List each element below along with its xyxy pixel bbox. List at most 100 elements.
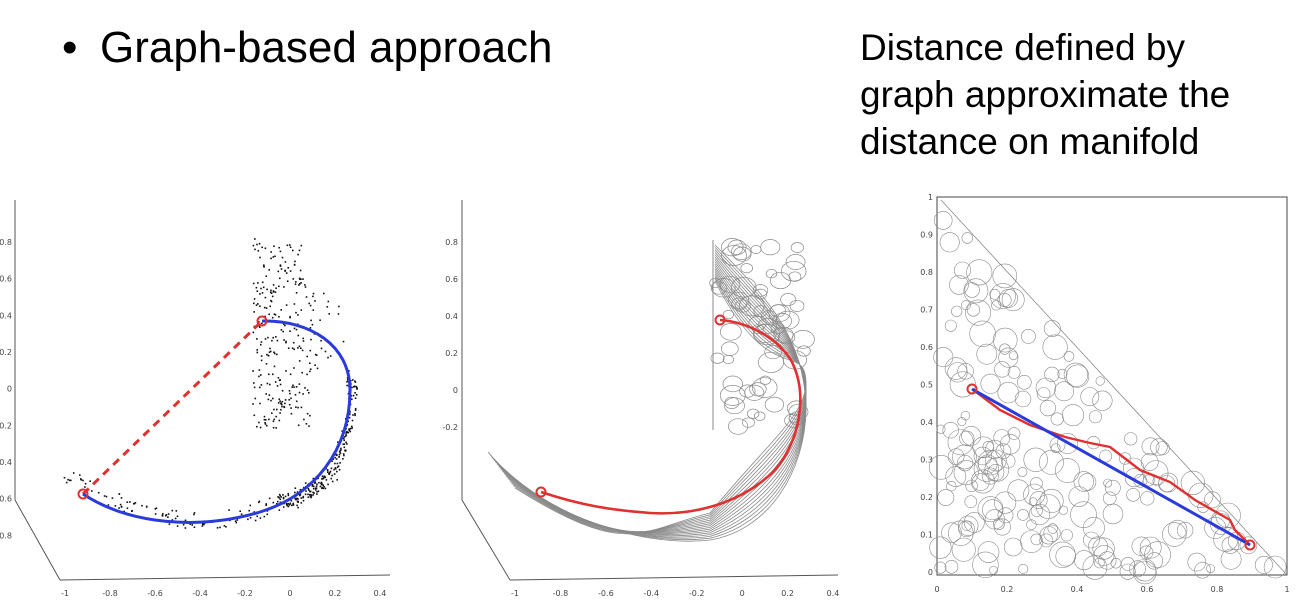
embedding-cell [966, 259, 993, 286]
scatter-point [334, 468, 337, 470]
mesh-cell [728, 418, 749, 435]
mesh-cell [744, 384, 765, 401]
scatter-z-tick-label: -0.2 [0, 421, 12, 430]
scatter-point [298, 345, 301, 348]
scatter-point [350, 394, 353, 397]
scatter-point [272, 426, 275, 429]
scatter-point [354, 414, 356, 417]
scatter-point [302, 496, 304, 499]
scatter-point [302, 495, 305, 498]
mesh-x-tick-label: -1 [511, 589, 519, 598]
scatter-point [290, 504, 293, 507]
scatter-point [343, 454, 345, 457]
embedding-cell [1082, 516, 1105, 539]
embedding-y-tick-label: 0.6 [920, 343, 933, 352]
scatter-point [289, 316, 291, 319]
scatter-point [297, 498, 299, 500]
scatter-point [273, 408, 275, 411]
scatter-point [287, 494, 290, 497]
scatter-point [281, 400, 284, 403]
embedding-cell [1063, 351, 1075, 362]
scatter-point [274, 255, 276, 258]
scatter-point [276, 339, 279, 342]
scatter-point [273, 418, 275, 421]
scatter-point [256, 290, 259, 292]
scatter-point [302, 499, 305, 502]
scatter-point [337, 465, 340, 467]
embedding-cell [1099, 449, 1113, 463]
scatter-point [302, 340, 305, 342]
scatter-point [258, 421, 260, 424]
scatter-point [278, 285, 280, 288]
mesh-cell [765, 269, 778, 279]
embedding-cell [971, 473, 990, 492]
embedding-cell [998, 347, 1019, 368]
embedding-cell [929, 536, 952, 559]
embedding-cell [1036, 387, 1051, 401]
scatter-point [314, 353, 317, 356]
scatter-point [281, 390, 284, 392]
scatter-point [295, 498, 297, 501]
scatter-point [289, 330, 291, 332]
mesh-cell [727, 239, 747, 255]
embedding-cell [1054, 381, 1075, 402]
embedding-y-tick-label: 0.1 [920, 531, 933, 540]
scatter-point [293, 386, 295, 388]
embedding-cell [1093, 545, 1115, 566]
embedding-cell [1039, 488, 1064, 513]
scatter-point [316, 367, 319, 370]
scatter-point [171, 519, 174, 521]
mesh-x-ticks: -1 -0.8 -0.6 -0.4 -0.2 0 0.2 0.4 [511, 589, 839, 598]
scatter-point [300, 347, 302, 349]
embedding-cell [1043, 524, 1061, 542]
scatter-point [258, 500, 261, 503]
scatter-point [348, 416, 351, 419]
scatter-point [282, 330, 284, 333]
scatter-point [282, 506, 285, 508]
scatter-point [253, 298, 256, 300]
scatter-point [351, 386, 353, 389]
scatter-point [225, 526, 227, 528]
mesh-cell [722, 375, 743, 393]
scatter-point [255, 304, 258, 306]
scatter-z-tick-label: 0.6 [0, 275, 12, 284]
scatter-point [289, 246, 292, 248]
embedding-cell [936, 424, 946, 434]
scatter-point [310, 338, 312, 341]
embedding-x-tick-label: 0.2 [1001, 585, 1014, 594]
scatter-point [282, 496, 285, 499]
scatter-point [334, 467, 337, 469]
mesh-cell [789, 299, 805, 312]
scatter-point [324, 476, 327, 479]
scatter-point [72, 472, 75, 474]
scatter-point [336, 470, 338, 473]
scatter-point [302, 393, 304, 395]
scatter-point [326, 306, 329, 308]
scatter-point [298, 383, 301, 385]
mesh-cell [724, 397, 745, 415]
scatter-point [154, 508, 157, 510]
scatter-point [331, 480, 334, 483]
embedding-cell [994, 361, 1011, 378]
embedding-cell [961, 232, 973, 244]
scatter-point [304, 482, 307, 484]
scatter-point [268, 269, 270, 271]
scatter-point [260, 355, 263, 357]
mesh-cell [773, 326, 794, 343]
embedding-cell [1187, 552, 1207, 572]
mesh-cell [710, 352, 725, 364]
embedding-cell [1141, 437, 1160, 456]
scatter-point [289, 270, 292, 272]
scatter-point [300, 244, 303, 247]
embedding-cell [1102, 491, 1117, 506]
mesh-edge [511, 276, 807, 533]
scatter-point [309, 370, 311, 373]
scatter-point [269, 350, 272, 353]
scatter-point [70, 479, 72, 482]
scatter-point [265, 275, 267, 277]
scatter-point [261, 246, 263, 249]
scatter-point [312, 491, 314, 494]
scatter-point [105, 495, 108, 498]
scatter-point [278, 379, 281, 382]
scatter-point [268, 313, 270, 316]
